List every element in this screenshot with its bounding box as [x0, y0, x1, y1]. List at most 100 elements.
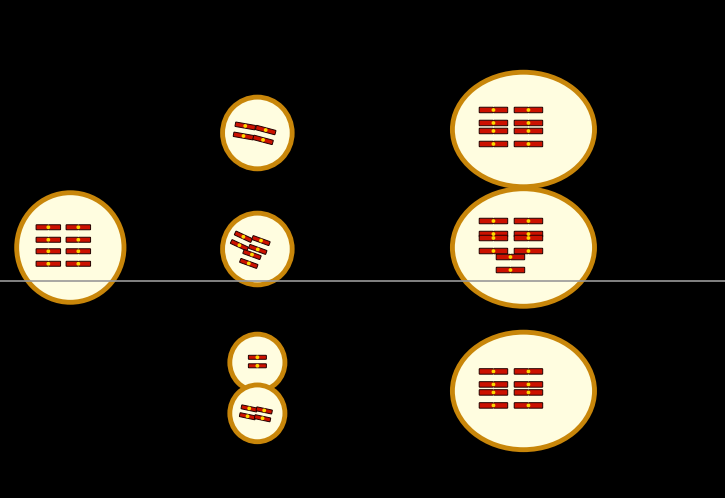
- FancyBboxPatch shape: [514, 235, 529, 241]
- FancyBboxPatch shape: [248, 261, 258, 268]
- Ellipse shape: [230, 385, 285, 442]
- Circle shape: [242, 135, 245, 137]
- Circle shape: [256, 356, 259, 359]
- FancyBboxPatch shape: [234, 231, 244, 239]
- Circle shape: [509, 269, 512, 271]
- Circle shape: [247, 262, 250, 264]
- FancyBboxPatch shape: [253, 135, 263, 142]
- Circle shape: [247, 415, 249, 417]
- FancyBboxPatch shape: [514, 107, 529, 113]
- FancyBboxPatch shape: [36, 249, 48, 254]
- FancyBboxPatch shape: [514, 231, 529, 237]
- Circle shape: [492, 391, 494, 393]
- FancyBboxPatch shape: [479, 235, 493, 241]
- FancyBboxPatch shape: [36, 237, 48, 242]
- FancyBboxPatch shape: [233, 132, 244, 138]
- Ellipse shape: [452, 332, 594, 450]
- FancyBboxPatch shape: [529, 141, 543, 147]
- FancyBboxPatch shape: [78, 225, 91, 230]
- Circle shape: [527, 109, 530, 111]
- FancyBboxPatch shape: [529, 403, 543, 408]
- FancyBboxPatch shape: [479, 120, 493, 125]
- Circle shape: [47, 262, 49, 265]
- FancyBboxPatch shape: [66, 249, 78, 254]
- FancyBboxPatch shape: [479, 403, 493, 408]
- FancyBboxPatch shape: [257, 364, 266, 368]
- Ellipse shape: [17, 193, 124, 302]
- FancyBboxPatch shape: [239, 244, 249, 251]
- FancyBboxPatch shape: [239, 413, 248, 418]
- FancyBboxPatch shape: [514, 249, 529, 254]
- FancyBboxPatch shape: [231, 240, 240, 247]
- Circle shape: [527, 391, 530, 393]
- Circle shape: [527, 250, 530, 252]
- Ellipse shape: [223, 97, 292, 169]
- Circle shape: [77, 250, 80, 252]
- FancyBboxPatch shape: [255, 125, 266, 132]
- FancyBboxPatch shape: [78, 261, 91, 266]
- Circle shape: [492, 250, 494, 252]
- FancyBboxPatch shape: [49, 237, 61, 242]
- Circle shape: [248, 407, 250, 410]
- Circle shape: [260, 240, 262, 242]
- FancyBboxPatch shape: [529, 381, 543, 387]
- FancyBboxPatch shape: [479, 218, 493, 224]
- FancyBboxPatch shape: [479, 369, 493, 374]
- Circle shape: [492, 143, 494, 145]
- FancyBboxPatch shape: [241, 405, 249, 410]
- Circle shape: [239, 244, 241, 247]
- FancyBboxPatch shape: [252, 236, 262, 243]
- Circle shape: [527, 122, 530, 124]
- Circle shape: [492, 383, 494, 385]
- Circle shape: [527, 143, 530, 145]
- Circle shape: [256, 365, 259, 367]
- Circle shape: [492, 404, 494, 407]
- FancyBboxPatch shape: [514, 141, 529, 147]
- Circle shape: [77, 262, 80, 265]
- FancyBboxPatch shape: [514, 403, 529, 408]
- FancyBboxPatch shape: [494, 107, 507, 113]
- Circle shape: [492, 109, 494, 111]
- FancyBboxPatch shape: [249, 245, 258, 251]
- FancyBboxPatch shape: [494, 141, 507, 147]
- FancyBboxPatch shape: [494, 389, 507, 395]
- Circle shape: [492, 237, 494, 239]
- Circle shape: [261, 417, 264, 419]
- FancyBboxPatch shape: [249, 355, 257, 359]
- Circle shape: [492, 370, 494, 373]
- FancyBboxPatch shape: [245, 124, 255, 130]
- FancyBboxPatch shape: [244, 134, 254, 140]
- FancyBboxPatch shape: [36, 261, 48, 266]
- Circle shape: [47, 239, 49, 241]
- FancyBboxPatch shape: [479, 231, 493, 237]
- Ellipse shape: [230, 334, 285, 391]
- FancyBboxPatch shape: [49, 261, 61, 266]
- Circle shape: [527, 404, 530, 407]
- FancyBboxPatch shape: [529, 120, 543, 125]
- Circle shape: [527, 383, 530, 385]
- FancyBboxPatch shape: [240, 258, 249, 265]
- FancyBboxPatch shape: [494, 403, 507, 408]
- Ellipse shape: [223, 213, 292, 285]
- FancyBboxPatch shape: [514, 128, 529, 134]
- Ellipse shape: [452, 72, 594, 187]
- FancyBboxPatch shape: [479, 128, 493, 134]
- FancyBboxPatch shape: [66, 225, 78, 230]
- Circle shape: [251, 253, 253, 256]
- FancyBboxPatch shape: [257, 248, 267, 254]
- FancyBboxPatch shape: [265, 128, 276, 135]
- FancyBboxPatch shape: [496, 254, 510, 260]
- FancyBboxPatch shape: [510, 267, 525, 273]
- Circle shape: [47, 226, 49, 229]
- FancyBboxPatch shape: [479, 107, 493, 113]
- FancyBboxPatch shape: [78, 237, 91, 242]
- FancyBboxPatch shape: [243, 249, 252, 256]
- FancyBboxPatch shape: [494, 369, 507, 374]
- FancyBboxPatch shape: [235, 122, 246, 128]
- FancyBboxPatch shape: [249, 364, 257, 368]
- FancyBboxPatch shape: [529, 389, 543, 395]
- FancyBboxPatch shape: [247, 414, 256, 420]
- Circle shape: [492, 122, 494, 124]
- FancyBboxPatch shape: [249, 406, 257, 412]
- FancyBboxPatch shape: [66, 237, 78, 242]
